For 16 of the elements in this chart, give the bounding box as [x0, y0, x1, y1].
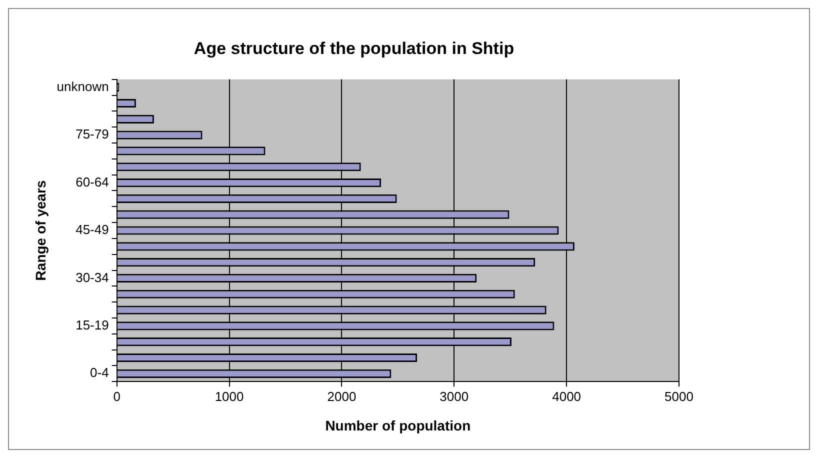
y-axis-title: Range of years [32, 180, 48, 281]
x-axis-title: Number of population [325, 417, 471, 434]
y-tick-label: 60-64 [76, 174, 109, 190]
x-tick-label: 5000 [664, 388, 694, 404]
chart-title: Age structure of the population in Shtip [194, 38, 514, 58]
y-tick-label: 0-4 [90, 365, 109, 380]
x-tick-label: 1000 [214, 388, 244, 404]
y-tick-label: 75-79 [76, 126, 109, 142]
x-tick-label: 0 [113, 388, 120, 404]
x-tick-label: 2000 [327, 388, 356, 404]
x-tick-label: 4000 [552, 388, 582, 404]
x-tick-label: 3000 [440, 388, 469, 404]
y-tick-label: 45-49 [76, 222, 109, 238]
y-tick-label: 15-19 [76, 318, 109, 333]
y-tick-label: 30-34 [76, 270, 109, 285]
y-tick-label: unknown [56, 78, 109, 94]
